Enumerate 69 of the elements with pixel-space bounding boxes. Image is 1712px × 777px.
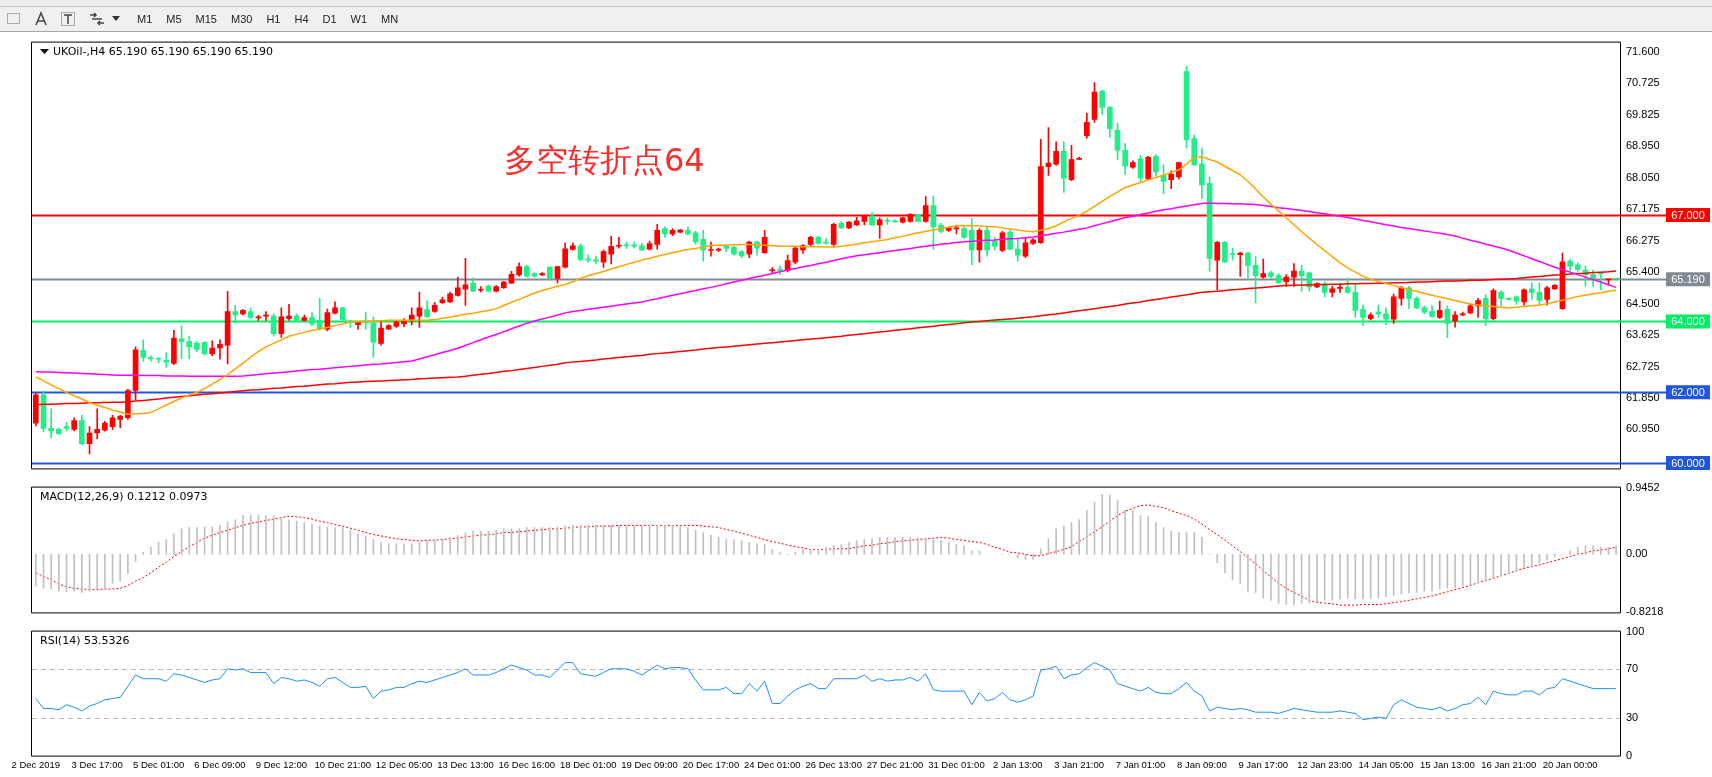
- x-tick-label: 16 Dec 16:00: [498, 758, 556, 770]
- x-tick-label: 9 Jan 17:00: [1238, 758, 1289, 770]
- y-tick-label: 0: [1626, 748, 1633, 761]
- ref-line-label: 60.000: [1671, 456, 1705, 469]
- x-tick-label: 13 Dec 13:00: [437, 758, 494, 770]
- x-tick-label: 3 Dec 17:00: [71, 758, 123, 770]
- x-tick-label: 24 Dec 01:00: [744, 758, 801, 770]
- annotation: 多空转折点64: [504, 140, 705, 181]
- x-tick-label: 18 Dec 01:00: [559, 758, 617, 770]
- x-tick-label: 3 Jan 21:00: [1054, 758, 1104, 770]
- y-tick-label: 30: [1626, 711, 1639, 724]
- y-tick-label: 65.400: [1626, 264, 1660, 277]
- y-tick-label: 71.600: [1626, 45, 1660, 58]
- text: M5: [165, 12, 183, 27]
- x-tick-label: 27 Dec 21:00: [866, 758, 924, 770]
- chart-title: MACD(12,26,9) 0.1212 0.0973: [40, 490, 208, 503]
- y-tick-label: 69.825: [1626, 108, 1660, 121]
- text: H1: [265, 12, 282, 27]
- candlestick: [1551, 284, 1558, 290]
- x-tick-label: 19 Dec 09:00: [621, 758, 678, 770]
- y-tick-label: 68.950: [1626, 139, 1660, 152]
- text: M1: [136, 12, 154, 27]
- y-tick-label: 62.725: [1626, 359, 1660, 372]
- y-tick-label: 67.175: [1626, 201, 1660, 214]
- line-series: [35, 504, 1617, 606]
- y-tick-label: 60.950: [1626, 422, 1660, 435]
- y-tick-label: 100: [1626, 624, 1645, 637]
- x-tick-label: 12 Jan 23:00: [1297, 758, 1353, 770]
- x-tick-label: 20 Jan 00:00: [1542, 758, 1598, 770]
- x-tick-label: 6 Dec 09:00: [194, 758, 246, 770]
- ref-line-label: 62.000: [1671, 385, 1705, 398]
- y-tick-label: 70: [1626, 661, 1639, 674]
- x-tick-label: 10 Dec 21:00: [314, 758, 371, 770]
- x-tick-label: 2 Dec 2019: [11, 758, 61, 770]
- ref-line-label: 67.000: [1671, 208, 1705, 221]
- y-tick-label: 68.050: [1626, 170, 1660, 183]
- x-tick-label: 16 Jan 21:00: [1481, 758, 1537, 770]
- ref-line-label: 65.190: [1671, 272, 1705, 285]
- x-tick-label: 8 Jan 09:00: [1177, 758, 1227, 770]
- candlestick: [1613, 277, 1619, 280]
- text: D1: [321, 12, 338, 27]
- chart-title: UKOil-,H4 65.190 65.190 65.190 65.190: [53, 45, 274, 58]
- y-tick-label: 64.500: [1626, 296, 1660, 309]
- x-tick-label: 14 Jan 05:00: [1358, 758, 1414, 770]
- x-tick-label: 12 Dec 05:00: [375, 758, 433, 770]
- x-tick-label: 7 Jan 01:00: [1115, 758, 1166, 770]
- y-tick-label: 70.725: [1626, 76, 1660, 89]
- y-tick-label: 0.00: [1626, 547, 1648, 560]
- y-tick-label: -0.8218: [1626, 605, 1664, 618]
- text: M15: [194, 12, 218, 27]
- y-tick-label: 61.850: [1626, 390, 1660, 403]
- x-tick-label: 5 Dec 01:00: [132, 758, 185, 770]
- text: W1: [349, 12, 369, 27]
- text: MN: [380, 12, 400, 27]
- y-tick-label: 0.9452: [1626, 480, 1660, 493]
- text: H4: [293, 12, 310, 27]
- chart-title: RSI(14) 53.5326: [40, 634, 130, 647]
- text: M30: [229, 12, 254, 27]
- candlestick: [500, 281, 507, 289]
- x-tick-label: 26 Dec 13:00: [805, 758, 862, 770]
- x-tick-label: 2 Jan 13:00: [992, 758, 1043, 770]
- x-tick-label: 31 Dec 01:00: [928, 758, 985, 770]
- x-tick-label: 15 Jan 13:00: [1419, 758, 1475, 770]
- ref-line-label: 64.000: [1671, 314, 1705, 327]
- y-tick-label: 63.625: [1626, 327, 1660, 340]
- x-tick-label: 20 Dec 17:00: [682, 758, 740, 770]
- candlestick: [846, 221, 852, 229]
- y-tick-label: 66.275: [1626, 233, 1660, 246]
- x-tick-label: 9 Dec 12:00: [255, 758, 307, 770]
